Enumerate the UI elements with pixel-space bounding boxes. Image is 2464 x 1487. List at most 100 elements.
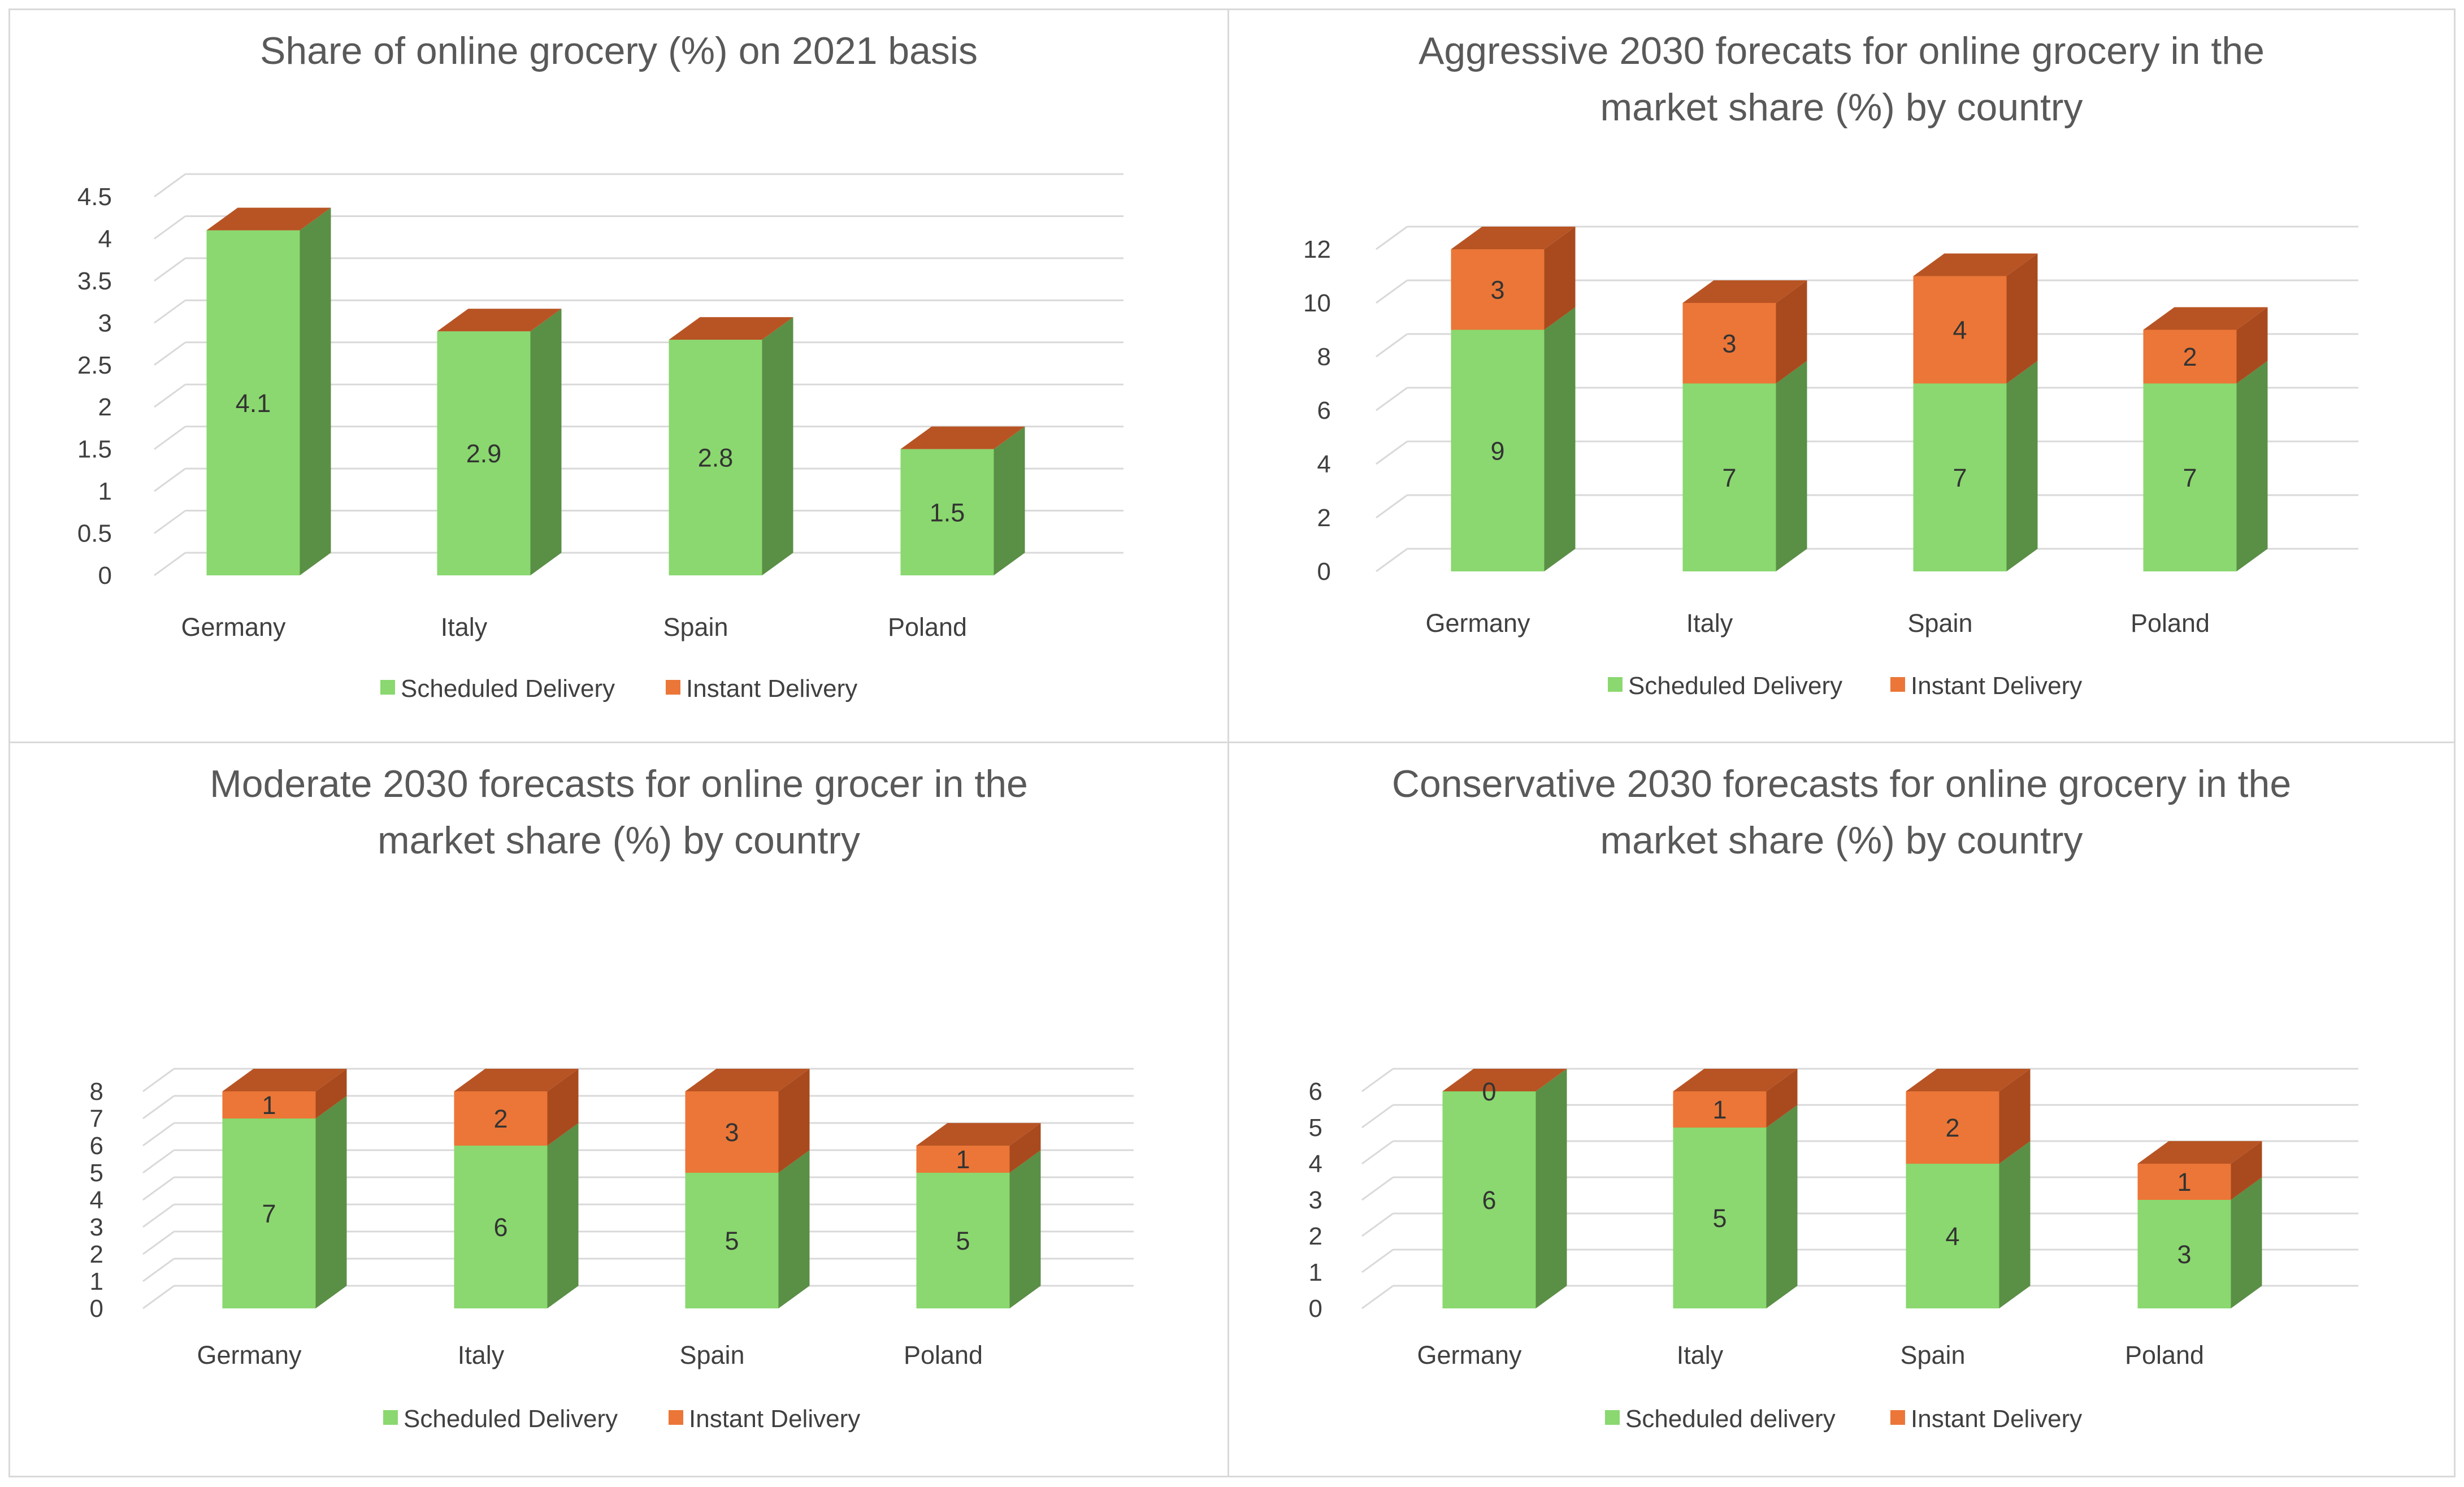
x-category-label: Italy	[458, 1341, 505, 1369]
data-label: 2	[493, 1104, 507, 1133]
bar-scheduled	[1451, 330, 1545, 571]
y-tick-label: 1	[90, 1268, 103, 1295]
data-label: 5	[1712, 1204, 1726, 1233]
legend-label: Scheduled Delivery	[401, 675, 615, 703]
bar-side	[1776, 361, 1807, 571]
legend-label: Instant Delivery	[686, 675, 857, 703]
bar-side	[762, 317, 793, 575]
gridline-depth	[1376, 440, 1408, 465]
chart-title: Aggressive 2030 forecats for online groc…	[1418, 29, 2265, 72]
legend-swatch	[666, 680, 680, 695]
data-label: 5	[956, 1226, 970, 1255]
y-tick-label: 0	[1309, 1295, 1322, 1323]
gridline-depth	[1376, 494, 1408, 519]
x-category-label: Poland	[888, 613, 967, 641]
bar-side	[530, 309, 562, 575]
bar-scheduled	[1913, 383, 2007, 571]
bar-top-cap	[222, 1069, 347, 1091]
bar-top-cap	[1906, 1069, 2031, 1091]
chart-title: Share of online grocery (%) on 2021 basi…	[260, 29, 978, 72]
chart-panel-online-grocery-2021: Share of online grocery (%) on 2021 basi…	[8, 8, 1229, 743]
y-tick-label: 1	[98, 478, 112, 505]
bar-side	[315, 1069, 347, 1118]
chart-title: market share (%) by country	[1600, 819, 2083, 862]
bar-scheduled	[437, 331, 531, 575]
legend-label: Scheduled Delivery	[404, 1405, 618, 1433]
bar-instant	[2143, 330, 2237, 384]
y-tick-label: 4	[1309, 1150, 1322, 1178]
data-label: 6	[493, 1213, 507, 1242]
bar-side	[1535, 1069, 1567, 1308]
y-tick-label: 0.5	[77, 520, 112, 548]
bar-scheduled	[669, 340, 762, 575]
y-tick-label: 5	[1309, 1114, 1322, 1142]
x-category-label: Italy	[1677, 1341, 1724, 1369]
gridline-depth	[154, 552, 186, 576]
bar-side	[1009, 1150, 1041, 1308]
gridline-depth	[142, 1203, 175, 1228]
bar-side	[1999, 1069, 2031, 1164]
y-tick-label: 5	[90, 1159, 103, 1187]
chart-svg: Conservative 2030 forecasts for online g…	[1309, 762, 2358, 1433]
chart-panel-aggressive-2030: Aggressive 2030 forecats for online groc…	[1227, 8, 2456, 743]
x-category-label: Poland	[904, 1341, 983, 1369]
bar-side	[1766, 1069, 1798, 1128]
data-label: 1.5	[930, 498, 965, 527]
x-category-label: Spain	[663, 613, 728, 641]
legend-swatch	[1890, 677, 1905, 692]
gridline-depth	[154, 467, 186, 492]
legend-label: Instant Delivery	[689, 1405, 860, 1433]
x-category-label: Spain	[1900, 1341, 1965, 1369]
bar-side	[994, 426, 1025, 575]
y-tick-label: 2	[1317, 504, 1331, 532]
bar-top-cap	[1442, 1069, 1567, 1091]
y-tick-label: 12	[1303, 236, 1331, 263]
y-tick-label: 4	[98, 225, 112, 253]
x-category-label: Germany	[1417, 1341, 1522, 1369]
legend-swatch	[1605, 1410, 1620, 1425]
bar-side	[1999, 1141, 2031, 1308]
bar-scheduled	[1682, 383, 1776, 571]
bar-side	[2236, 361, 2268, 571]
bar-scheduled	[206, 230, 300, 575]
data-label: 1	[1712, 1095, 1726, 1124]
bar-top-cap	[900, 426, 1025, 449]
bar-side	[1766, 1105, 1798, 1308]
data-label: 2	[2183, 343, 2197, 371]
bar-scheduled	[1906, 1164, 1999, 1308]
data-label: 2	[1945, 1113, 1959, 1142]
bar-side	[300, 207, 331, 575]
data-label: 7	[1722, 463, 1736, 492]
gridline-depth	[142, 1149, 175, 1174]
chart-panel-moderate-2030: Moderate 2030 forecasts for online groce…	[8, 742, 1229, 1477]
y-tick-label: 1	[1309, 1259, 1322, 1286]
bar-instant	[1451, 249, 1545, 330]
y-tick-label: 0	[98, 562, 112, 589]
data-label: 7	[262, 1199, 276, 1228]
bar-scheduled	[454, 1146, 548, 1308]
bar-side	[2236, 307, 2268, 384]
bar-side	[1544, 307, 1576, 571]
gridline-depth	[1361, 1104, 1394, 1129]
data-label: 5	[725, 1226, 739, 1255]
bar-top-cap	[916, 1123, 1041, 1146]
chart-title: market share (%) by country	[1600, 86, 2083, 129]
chart-svg: Aggressive 2030 forecats for online groc…	[1303, 29, 2358, 700]
y-tick-label: 0	[1317, 558, 1331, 586]
bar-side	[2231, 1177, 2262, 1308]
bar-side	[547, 1069, 579, 1146]
y-tick-label: 3	[90, 1213, 103, 1241]
gridline-depth	[1376, 387, 1408, 411]
bar-instant	[916, 1146, 1010, 1173]
legend-label: Instant Delivery	[1911, 672, 2082, 700]
bar-instant	[1906, 1091, 1999, 1164]
gridline-depth	[1361, 1248, 1394, 1273]
y-tick-label: 6	[1317, 397, 1331, 424]
bar-side	[2006, 361, 2038, 571]
data-label: 3	[2177, 1240, 2191, 1269]
bar-side	[778, 1150, 810, 1308]
y-tick-label: 4.5	[77, 183, 112, 211]
x-category-label: Poland	[2131, 609, 2210, 638]
bar-top-cap	[1673, 1069, 1798, 1091]
gridline-depth	[1376, 279, 1408, 304]
